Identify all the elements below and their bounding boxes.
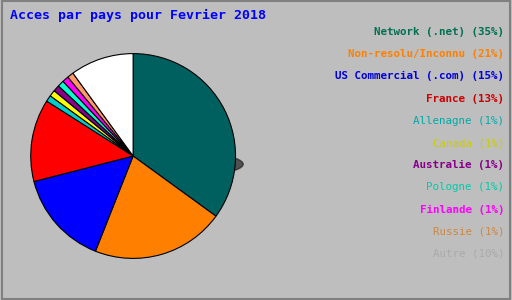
Text: Autre (10%): Autre (10%) [433,249,504,259]
Wedge shape [68,73,133,156]
Text: Canada (1%): Canada (1%) [433,138,504,148]
Text: Allenagne (1%): Allenagne (1%) [413,116,504,126]
Text: Pologne (1%): Pologne (1%) [426,182,504,192]
Wedge shape [47,96,133,156]
Wedge shape [133,54,236,216]
Text: France (13%): France (13%) [426,94,504,103]
Text: Russie (1%): Russie (1%) [433,227,504,237]
Wedge shape [58,81,133,156]
Wedge shape [34,156,133,251]
Wedge shape [63,77,133,156]
Wedge shape [31,101,133,182]
Wedge shape [95,156,216,258]
Wedge shape [73,54,133,156]
Text: Acces par pays pour Fevrier 2018: Acces par pays pour Fevrier 2018 [10,9,266,22]
Text: Network (.net) (35%): Network (.net) (35%) [374,27,504,37]
Ellipse shape [33,148,243,180]
Wedge shape [54,86,133,156]
Text: Non-resolu/Inconnu (21%): Non-resolu/Inconnu (21%) [348,49,504,59]
Text: Finlande (1%): Finlande (1%) [420,205,504,214]
Wedge shape [50,91,133,156]
Text: US Commercial (.com) (15%): US Commercial (.com) (15%) [335,71,504,81]
Text: Australie (1%): Australie (1%) [413,160,504,170]
